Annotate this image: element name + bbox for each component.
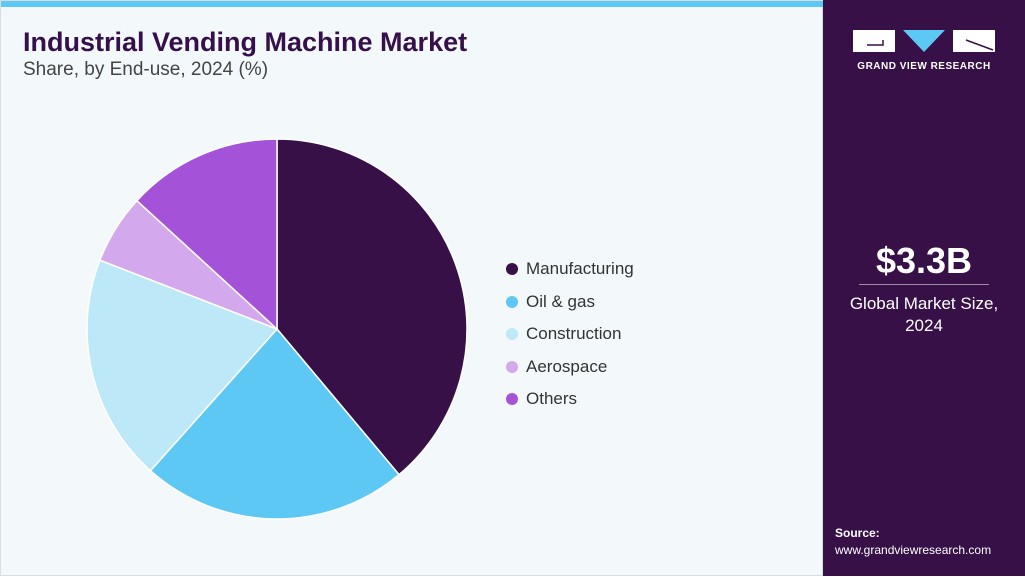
source-url[interactable]: www.grandviewresearch.com (835, 543, 992, 557)
sidebar: GRAND VIEW RESEARCH $3.3B Global Market … (823, 0, 1025, 576)
pie-slice-construction (86, 259, 279, 472)
legend: Manufacturing Oil & gas Construction Aerosp… (506, 253, 634, 416)
legend-marker (506, 393, 518, 406)
chart-subtitle: Share, by End-use, 2024 (%) (23, 59, 269, 80)
legend-label: Oil & gas (526, 291, 595, 311)
legend-item: Manufacturing (506, 253, 634, 286)
legend-item: Aerospace (506, 351, 634, 384)
source-label: Source: (835, 526, 880, 540)
legend-marker (506, 360, 518, 373)
grand-view-research-logo (853, 30, 995, 52)
market-size-label-line2: 2024 (905, 316, 943, 335)
pie-chart (86, 138, 468, 520)
legend-item: Oil & gas (506, 286, 634, 319)
pie-slice-oil-gas (149, 327, 401, 520)
chart-title: Industrial Vending Machine Market (23, 27, 468, 57)
market-size-label-line1: Global Market Size, (849, 294, 999, 313)
legend-label: Aerospace (526, 356, 608, 376)
market-size-label: Global Market Size, 2024 (823, 293, 1025, 337)
market-size: $3.3B (875, 240, 973, 281)
divider (859, 284, 989, 285)
pie-slice-others (135, 138, 278, 331)
legend-marker (506, 295, 518, 308)
legend-item: Others (506, 383, 634, 416)
legend-marker (506, 328, 518, 341)
logo-text: GRAND VIEW RESEARCH (857, 61, 991, 72)
chart-panel: Industrial Vending Machine Market Share,… (0, 0, 824, 576)
legend-label: Others (526, 389, 578, 409)
pie-slice-manufacturing (276, 138, 468, 476)
legend-label: Construction (526, 324, 622, 344)
legend-item: Construction (506, 318, 634, 351)
accent-bar (1, 1, 824, 7)
legend-marker (506, 263, 518, 276)
legend-label: Manufacturing (526, 259, 634, 279)
